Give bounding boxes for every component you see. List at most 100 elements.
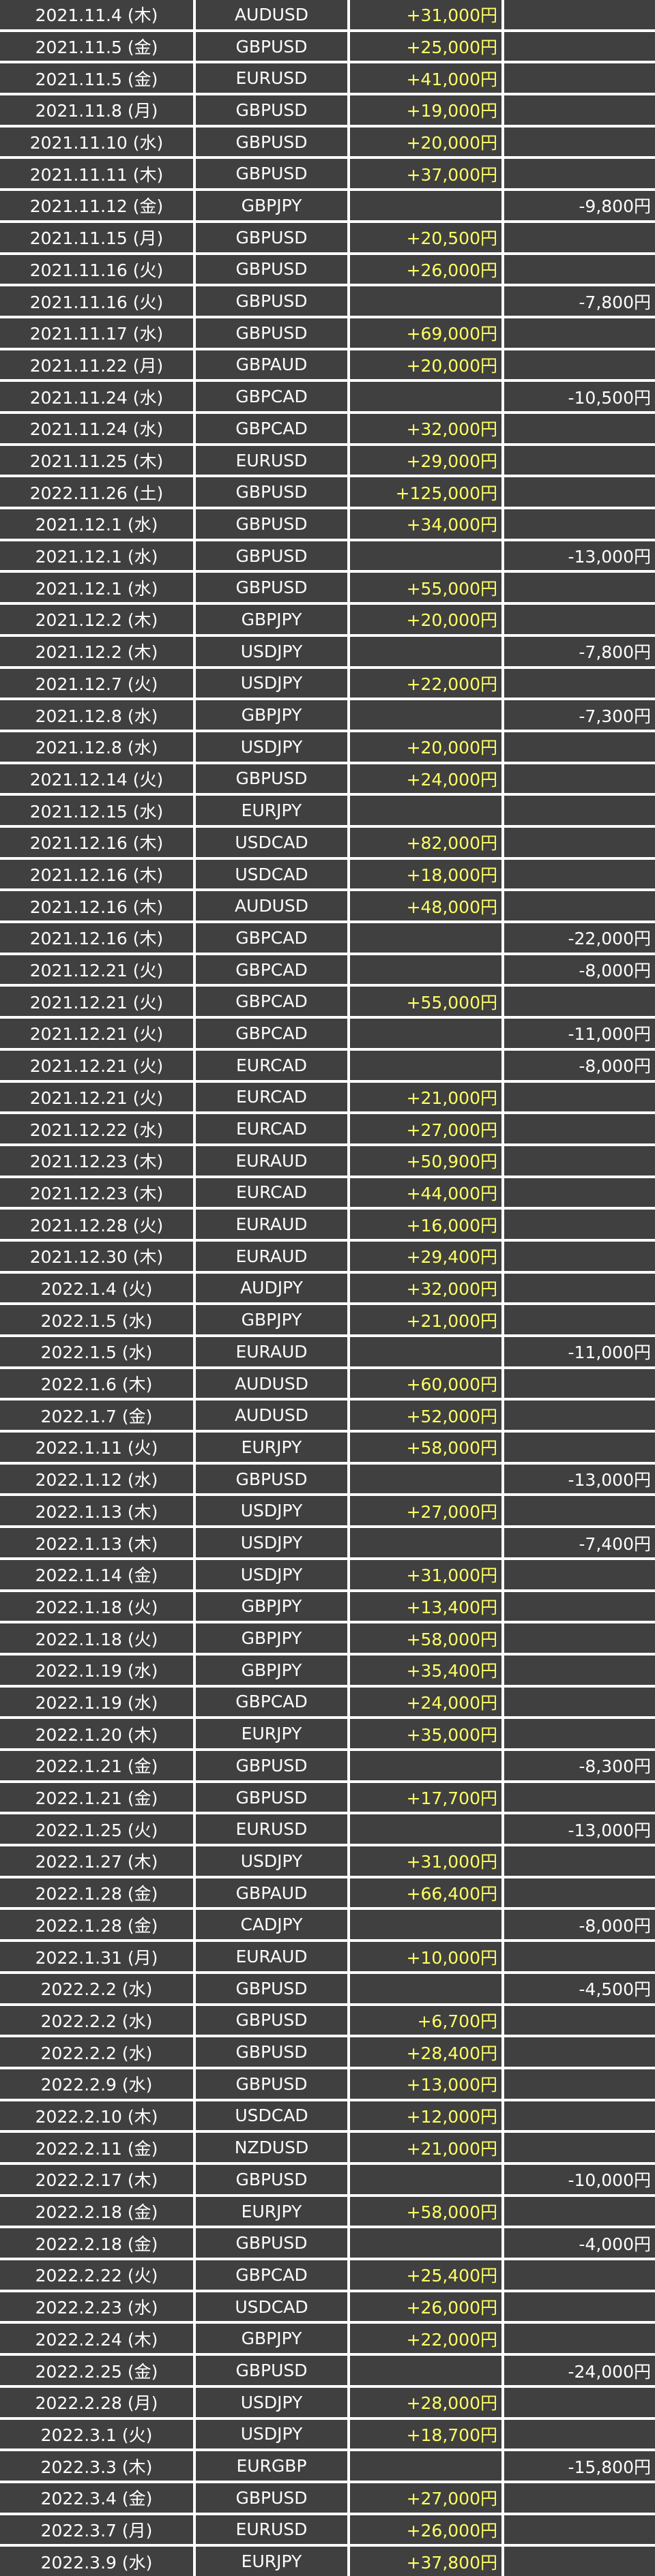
pair-cell: EURAUD [196,1145,347,1175]
date-cell: 2022.1.25 (火) [0,1814,193,1844]
pair-cell: GBPCAD [196,2260,347,2290]
gain-cell: +21,000円 [350,1082,501,1112]
pair-cell: NZDUSD [196,2133,347,2162]
date-cell: 2021.11.10 (水) [0,127,193,157]
date-cell: 2022.11.26 (土) [0,477,193,507]
gain-cell: +21,000円 [350,1305,501,1335]
loss-cell: -13,000円 [504,1464,655,1494]
pair-cell: GBPUSD [196,573,347,603]
date-cell: 2021.12.2 (木) [0,636,193,666]
date-cell: 2022.1.6 (木) [0,1368,193,1398]
loss-cell [504,2005,655,2035]
date-cell: 2022.3.7 (月) [0,2515,193,2545]
pair-cell: GBPUSD [196,1782,347,1812]
date-cell: 2022.1.13 (木) [0,1496,193,1526]
date-cell: 2022.1.27 (木) [0,1846,193,1876]
gain-cell: +26,000円 [350,2292,501,2322]
pair-cell: USDJPY [196,2387,347,2417]
loss-cell: -4,000円 [504,2228,655,2258]
date-cell: 2022.2.23 (水) [0,2292,193,2322]
gain-cell [350,1910,501,1940]
gain-cell: +19,000円 [350,95,501,125]
date-cell: 2021.11.11 (木) [0,159,193,189]
date-cell: 2022.2.17 (木) [0,2165,193,2194]
gain-cell: +18,700円 [350,2419,501,2449]
gain-cell [350,2228,501,2258]
loss-cell [504,1559,655,1589]
pair-cell: EURAUD [196,1337,347,1366]
date-cell: 2021.11.24 (水) [0,382,193,411]
pair-cell: EURAUD [196,1241,347,1271]
pair-cell: GBPUSD [196,318,347,348]
pair-cell: GBPJPY [196,1623,347,1653]
loss-cell [504,1241,655,1271]
date-cell: 2022.2.11 (金) [0,2133,193,2162]
pair-cell: USDJPY [196,1559,347,1589]
loss-cell [504,0,655,29]
loss-cell [504,2547,655,2576]
gain-cell [350,1751,501,1780]
date-cell: 2022.1.11 (火) [0,1433,193,1462]
loss-cell [504,859,655,889]
loss-cell [504,1178,655,1208]
loss-cell: -24,000円 [504,2356,655,2385]
loss-cell: -8,000円 [504,955,655,985]
gain-cell [350,1973,501,2003]
pair-cell: GBPCAD [196,955,347,985]
gain-cell: +24,000円 [350,1687,501,1717]
pair-cell: AUDUSD [196,0,347,29]
gain-cell: +31,000円 [350,1559,501,1589]
loss-cell [504,2419,655,2449]
pair-cell: GBPUSD [196,1973,347,2003]
loss-cell [504,2483,655,2513]
gain-cell: +125,000円 [350,477,501,507]
gain-cell [350,2165,501,2194]
loss-cell [504,573,655,603]
loss-cell [504,827,655,857]
pair-cell: USDCAD [196,2101,347,2131]
loss-cell [504,1433,655,1462]
date-cell: 2022.2.18 (金) [0,2228,193,2258]
loss-cell: -8,300円 [504,1751,655,1780]
date-cell: 2022.2.25 (金) [0,2356,193,2385]
loss-cell: -7,800円 [504,286,655,316]
date-cell: 2021.11.5 (金) [0,63,193,93]
gain-cell [350,1814,501,1844]
loss-cell [504,605,655,634]
pair-cell: EURJPY [196,1719,347,1749]
loss-cell [504,796,655,825]
pair-cell: GBPUSD [196,2069,347,2099]
gain-cell: +27,000円 [350,2483,501,2513]
pair-cell: GBPUSD [196,541,347,571]
gain-cell: +48,000円 [350,891,501,921]
date-cell: 2022.1.20 (木) [0,1719,193,1749]
loss-cell: -9,800円 [504,191,655,220]
loss-cell [504,318,655,348]
loss-cell [504,1846,655,1876]
loss-cell [504,2292,655,2322]
gain-cell: +22,000円 [350,668,501,698]
date-cell: 2022.3.4 (金) [0,2483,193,2513]
pair-cell: GBPUSD [196,127,347,157]
pair-cell: GBPJPY [196,1305,347,1335]
date-cell: 2021.11.15 (月) [0,222,193,252]
gain-cell: +21,000円 [350,2133,501,2162]
date-cell: 2021.12.14 (火) [0,764,193,794]
loss-cell: -8,000円 [504,1910,655,1940]
pair-cell: EURAUD [196,1210,347,1239]
pair-cell: GBPJPY [196,1591,347,1621]
gain-cell [350,382,501,411]
gain-cell [350,541,501,571]
date-cell: 2021.11.17 (水) [0,318,193,348]
date-cell: 2021.12.2 (木) [0,605,193,634]
date-cell: 2022.1.18 (火) [0,1591,193,1621]
gain-cell [350,2356,501,2385]
gain-cell: +20,000円 [350,732,501,762]
loss-cell: -7,300円 [504,700,655,730]
pair-cell: GBPUSD [196,764,347,794]
gain-cell: +13,000円 [350,2069,501,2099]
pair-cell: USDJPY [196,668,347,698]
date-cell: 2021.12.8 (水) [0,732,193,762]
date-cell: 2022.1.31 (月) [0,1942,193,1971]
gain-cell [350,286,501,316]
